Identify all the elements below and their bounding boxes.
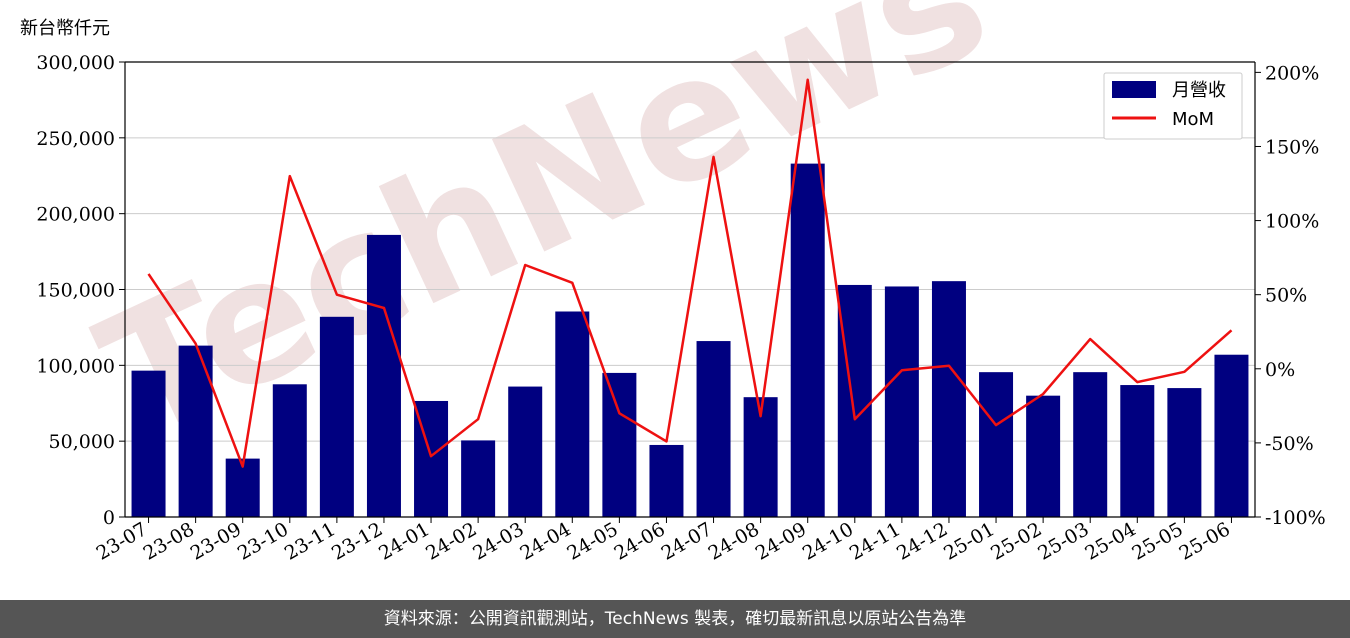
x-tick-label: 25-01: [940, 518, 998, 564]
legend-mom-label: MoM: [1172, 109, 1214, 130]
x-tick-label: 25-06: [1176, 518, 1234, 564]
revenue-bar: [649, 444, 684, 517]
revenue-bar: [225, 458, 260, 517]
revenue-bar: [884, 286, 919, 517]
revenue-bar: [272, 384, 307, 517]
x-tick-label: 23-12: [328, 518, 386, 564]
x-tick-label: 23-09: [187, 518, 245, 564]
technews-watermark: TechNews: [74, 0, 1015, 477]
legend-revenue-swatch: [1112, 81, 1156, 98]
revenue-bar: [1167, 388, 1202, 517]
y-right-tick-label: -100%: [1265, 507, 1326, 529]
revenue-bar: [508, 386, 543, 517]
x-tick-label: 23-10: [234, 518, 292, 564]
y-left-tick-label: 300,000: [36, 52, 115, 74]
mom-line-layer: [147, 78, 1233, 468]
x-tick-label: 25-03: [1034, 518, 1092, 564]
y-right-tick-label: 50%: [1265, 285, 1307, 307]
revenue-bar: [1120, 385, 1155, 517]
revenue-bar: [366, 234, 401, 517]
y-right-tick-label: 150%: [1265, 136, 1319, 158]
x-tick-label: 24-05: [563, 518, 621, 564]
revenue-bar: [602, 372, 637, 517]
y-right-tick-label: 100%: [1265, 211, 1319, 233]
revenue-bar: [131, 370, 166, 517]
x-tick-label: 24-06: [611, 518, 669, 564]
x-tick-label: 25-05: [1128, 518, 1186, 564]
x-tick-label: 23-11: [281, 518, 339, 564]
x-tick-label: 23-08: [140, 518, 198, 564]
legend-revenue-label: 月營收: [1172, 80, 1226, 101]
y-left-tick-label: 100,000: [36, 355, 115, 377]
x-tick-label: 24-02: [422, 518, 480, 564]
x-tick-label: 24-08: [705, 518, 763, 564]
revenue-bar: [319, 316, 354, 517]
revenue-bar: [979, 372, 1014, 517]
x-tick-label: 25-04: [1081, 518, 1139, 564]
y-right-tick-label: 0%: [1265, 359, 1295, 381]
revenue-bar: [931, 281, 966, 517]
revenue-bar: [1073, 372, 1108, 517]
x-tick-label: 24-10: [799, 518, 857, 564]
x-tick-label: 24-09: [752, 518, 810, 564]
revenue-bar: [1214, 354, 1249, 517]
revenue-bar: [790, 163, 825, 517]
legend: 月營收 MoM: [1103, 72, 1243, 140]
x-tick-label: 24-12: [893, 518, 951, 564]
x-tick-label: 23-07: [93, 518, 151, 564]
y-left-tick-label: 150,000: [36, 280, 115, 302]
y-left-tick-label: 0: [103, 507, 115, 529]
x-tick-label: 24-01: [375, 518, 433, 564]
y-left-tick-label: 200,000: [36, 204, 115, 226]
revenue-bar: [461, 440, 496, 517]
y-right-tick-label: 200%: [1265, 62, 1319, 84]
y-axis-unit-label: 新台幣仟元: [20, 18, 110, 39]
x-tick-label: 24-07: [658, 518, 716, 564]
y-left-tick-label: 50,000: [49, 431, 115, 453]
source-footer: 資料來源：公開資訊觀測站，TechNews 製表，確切最新訊息以原站公告為準: [0, 600, 1350, 638]
mom-line: [147, 78, 1233, 468]
revenue-bar: [837, 284, 872, 517]
x-tick-label: 25-02: [987, 518, 1045, 564]
x-tick-label: 24-03: [469, 518, 527, 564]
x-tick-label: 24-04: [516, 518, 574, 564]
y-right-tick-label: -50%: [1265, 433, 1314, 455]
revenue-bar: [1026, 395, 1061, 517]
x-tick-label: 24-11: [846, 518, 904, 564]
revenue-bar: [555, 311, 590, 517]
revenue-mom-chart: TechNews 0 50,000 100,000 150,000 200,000 250…: [20, 0, 1326, 565]
revenue-bar: [696, 341, 731, 517]
y-left-tick-label: 250,000: [36, 128, 115, 150]
